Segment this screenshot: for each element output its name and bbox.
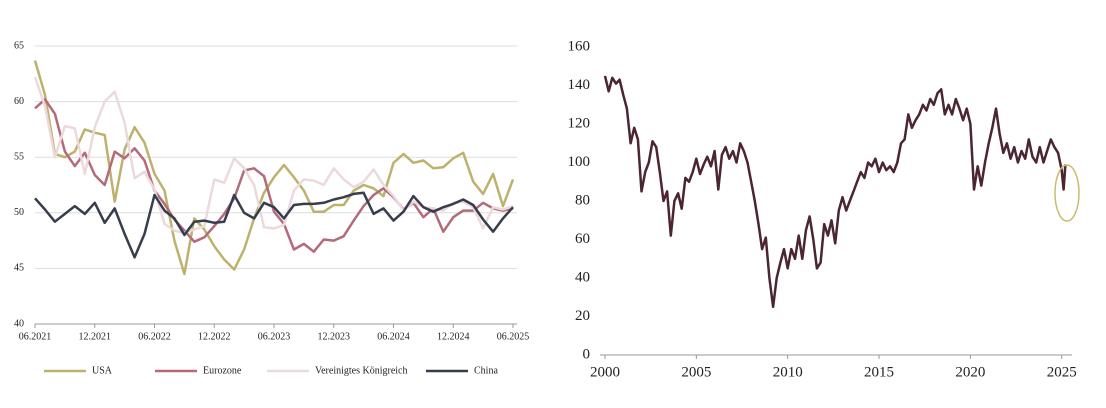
y-tick-label: 50 [14, 207, 24, 218]
y-tick-label: 20 [575, 308, 590, 324]
x-tick-label: 2010 [773, 364, 803, 380]
x-tick-label: 2020 [955, 364, 985, 380]
x-tick-label: 06.2025 [497, 331, 530, 342]
y-tick-label: 65 [14, 40, 24, 51]
y-tick-label: 100 [568, 154, 591, 170]
x-tick-label: 12.2024 [437, 331, 470, 342]
right-chart: 0 20 40 60 80 100 120 140 160 2000 2005 2010 2015 202… [568, 38, 1077, 380]
left-chart: 40 45 50 55 60 65 06.2021 12.2021 06.2022 12.2022… [14, 40, 529, 376]
x-tick-label: 06.2024 [377, 331, 410, 342]
data-line [33, 60, 515, 276]
x-tick-label: 12.2021 [79, 331, 112, 342]
y-tick-label: 40 [14, 318, 24, 329]
y-tick-label: 45 [14, 263, 24, 274]
y-tick-label: 60 [575, 231, 590, 247]
y-tick-label: 160 [568, 38, 591, 54]
y-tick-label: 60 [14, 96, 24, 107]
legend-label: Eurozone [203, 365, 242, 376]
x-tick-label: 2000 [590, 364, 620, 380]
y-tick-label: 55 [14, 151, 24, 162]
y-tick-label: 0 [583, 346, 591, 362]
legend-label: USA [92, 365, 113, 376]
x-tick-label: 12.2023 [318, 331, 351, 342]
y-tick-label: 120 [568, 115, 591, 131]
y-tick-label: 140 [568, 77, 591, 93]
highlight-ellipse [1054, 164, 1080, 222]
x-tick-label: 2025 [1047, 364, 1077, 380]
data-line [34, 191, 514, 259]
y-tick-label: 40 [575, 269, 590, 285]
legend-label: Vereinigtes Königreich [315, 365, 407, 376]
y-tick-label: 80 [575, 192, 590, 208]
x-tick-label: 2005 [681, 364, 711, 380]
x-tick-label: 06.2021 [19, 331, 52, 342]
x-tick-label: 06.2022 [138, 331, 171, 342]
x-tick-label: 12.2022 [198, 331, 231, 342]
data-line [33, 76, 514, 235]
data-line [603, 75, 1067, 309]
x-tick-label: 2015 [864, 364, 894, 380]
x-tick-label: 06.2023 [258, 331, 291, 342]
legend-label: China [474, 365, 498, 376]
